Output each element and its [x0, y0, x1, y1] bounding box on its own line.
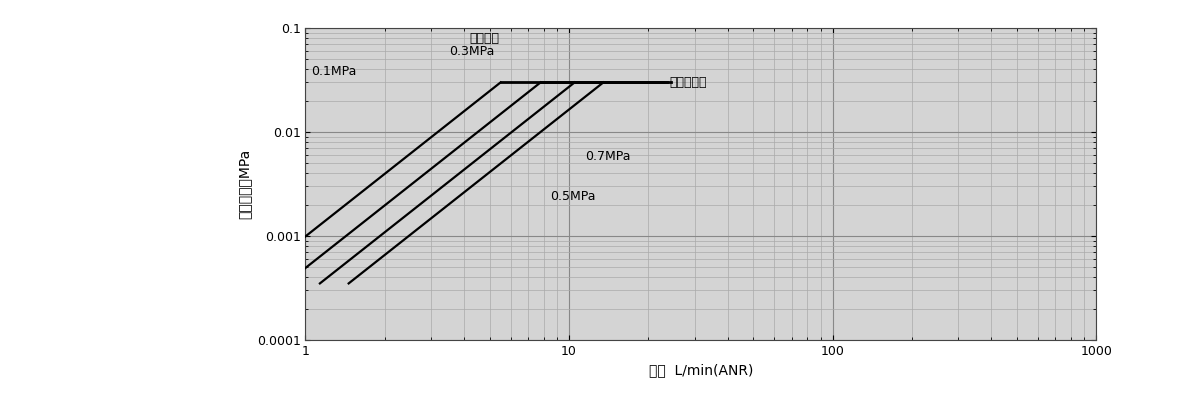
Text: 0.1MPa: 0.1MPa	[311, 65, 357, 78]
Text: 最大流量線: 最大流量線	[670, 76, 707, 89]
Text: 0.7MPa: 0.7MPa	[585, 150, 630, 163]
Text: 0.5MPa: 0.5MPa	[550, 190, 595, 203]
X-axis label: 流量  L/min(ANR): 流量 L/min(ANR)	[648, 364, 754, 378]
Y-axis label: 圧力降下　MPa: 圧力降下 MPa	[237, 149, 252, 219]
Text: 入口圧力: 入口圧力	[470, 32, 500, 45]
Text: 0.3MPa: 0.3MPa	[449, 46, 495, 58]
